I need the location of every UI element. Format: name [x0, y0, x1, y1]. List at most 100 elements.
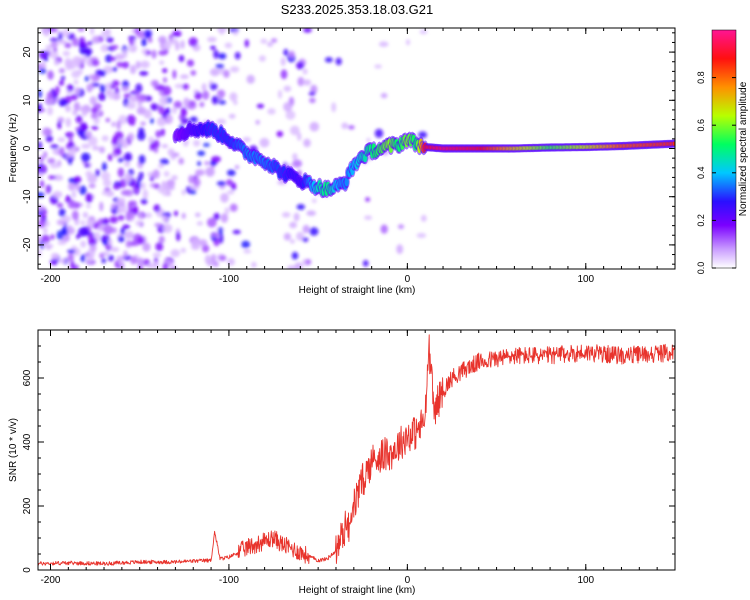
heatmap-cell [176, 232, 181, 242]
heatmap-cell [105, 54, 113, 63]
heatmap-cell [348, 125, 355, 130]
heatmap-cell [87, 41, 93, 46]
heatmap-cell [72, 37, 79, 47]
heatmap-cell [107, 90, 115, 100]
heatmap-cell [101, 135, 109, 142]
heatmap-cell [116, 61, 124, 68]
heatmap-cell [59, 146, 65, 157]
heatmap-cell [46, 91, 54, 100]
heatmap-cell [61, 215, 72, 223]
heatmap-cell [207, 36, 217, 43]
snr-ylabel: SNR (10 * v/v) [8, 418, 19, 482]
heatmap-cell [137, 213, 144, 219]
heatmap-cell [71, 70, 81, 79]
heatmap-cell [201, 244, 210, 253]
heatmap-cell [140, 60, 150, 69]
heatmap-cell [38, 172, 43, 179]
heatmap-cell [251, 261, 257, 268]
heatmap-cell [103, 224, 113, 235]
heatmap-cell [74, 87, 81, 96]
heatmap-cell [127, 202, 133, 212]
heatmap-cell [52, 174, 63, 181]
heatmap-cell [58, 208, 66, 217]
heatmap-cell [226, 169, 236, 176]
heatmap-cell [76, 129, 84, 135]
heatmap-cell [241, 240, 251, 249]
heatmap-cell [258, 55, 266, 62]
heatmap-cell [38, 89, 43, 99]
heatmap-cell [216, 181, 226, 186]
heatmap-cell [109, 216, 118, 224]
heatmap-cell [113, 185, 120, 190]
snr-ytick-label: 600 [22, 369, 33, 386]
heatmap-cell [289, 221, 297, 229]
heatmap-cell [396, 244, 404, 255]
heatmap-cell [242, 136, 251, 143]
heatmap-cell [152, 139, 160, 149]
heatmap-cell [196, 221, 204, 226]
heatmap-cell [162, 215, 168, 223]
heatmap-cell [117, 236, 125, 243]
heatmap-cell [143, 109, 152, 119]
heatmap-cell [136, 257, 145, 267]
heatmap-cell [129, 38, 134, 46]
heatmap-cell [182, 83, 190, 90]
heatmap-cell [80, 220, 86, 226]
heatmap-cell [211, 95, 219, 105]
heatmap-cell [186, 59, 195, 67]
heatmap-cell [124, 231, 134, 240]
heatmap-cell [72, 56, 83, 65]
heatmap-cell [47, 70, 54, 80]
heatmap-cell [420, 214, 427, 222]
heatmap-cell [117, 214, 125, 221]
heatmap-cell [283, 232, 292, 241]
colorbar-tick-label: 0.6 [696, 119, 706, 132]
heatmap-cell [219, 233, 224, 244]
ridge-mark [672, 141, 675, 146]
heatmap-cell [365, 197, 371, 202]
heatmap-cell [267, 108, 276, 115]
heatmap-cell [135, 220, 142, 227]
heatmap-cell [91, 59, 100, 67]
heatmap-cell [116, 207, 124, 214]
heatmap-cell [160, 128, 165, 137]
colorbar: 0.0 0.2 0.4 0.6 0.8 Normalized spectral ampl… [696, 29, 749, 274]
heatmap-cell [137, 264, 143, 269]
heatmap-cell [153, 204, 161, 213]
heatmap-cell [227, 258, 235, 266]
heatmap-cell [308, 91, 316, 96]
heatmap-cell [56, 230, 64, 241]
heatmap-cell [81, 109, 88, 117]
heatmap-cell [159, 60, 165, 65]
heatmap-cell [302, 224, 310, 234]
heatmap-cell [364, 215, 373, 220]
heatmap-cell [66, 84, 74, 92]
snr-ytick-label: 200 [22, 497, 33, 514]
heatmap-cell [148, 136, 155, 143]
heatmap-cell [135, 60, 141, 70]
heatmap-cell [311, 198, 317, 203]
heatmap-cell [216, 118, 226, 125]
snr-xtick-label: -200 [40, 575, 60, 586]
heatmap-cell [189, 116, 198, 123]
heatmap-cell [123, 93, 131, 98]
heatmap-cell [291, 251, 299, 260]
heatmap-cell [81, 143, 91, 149]
heatmap-cell [220, 193, 229, 203]
heatmap-cell [219, 28, 225, 35]
heatmap-cell [82, 211, 89, 219]
heatmap-cell [50, 258, 59, 266]
heatmap-cell [223, 69, 230, 78]
heatmap-cell [289, 239, 295, 244]
heatmap-cell [124, 152, 133, 162]
heatmap-cell [52, 191, 63, 198]
heatmap-cell [95, 169, 101, 177]
heatmap-cell [67, 182, 76, 191]
heatmap-cell [134, 188, 139, 193]
heatmap-cell [169, 38, 179, 45]
heatmap-cell [281, 212, 291, 218]
heatmap-cell [173, 152, 180, 157]
heatmap-cell [158, 105, 165, 115]
heatmap-cell [100, 44, 109, 53]
